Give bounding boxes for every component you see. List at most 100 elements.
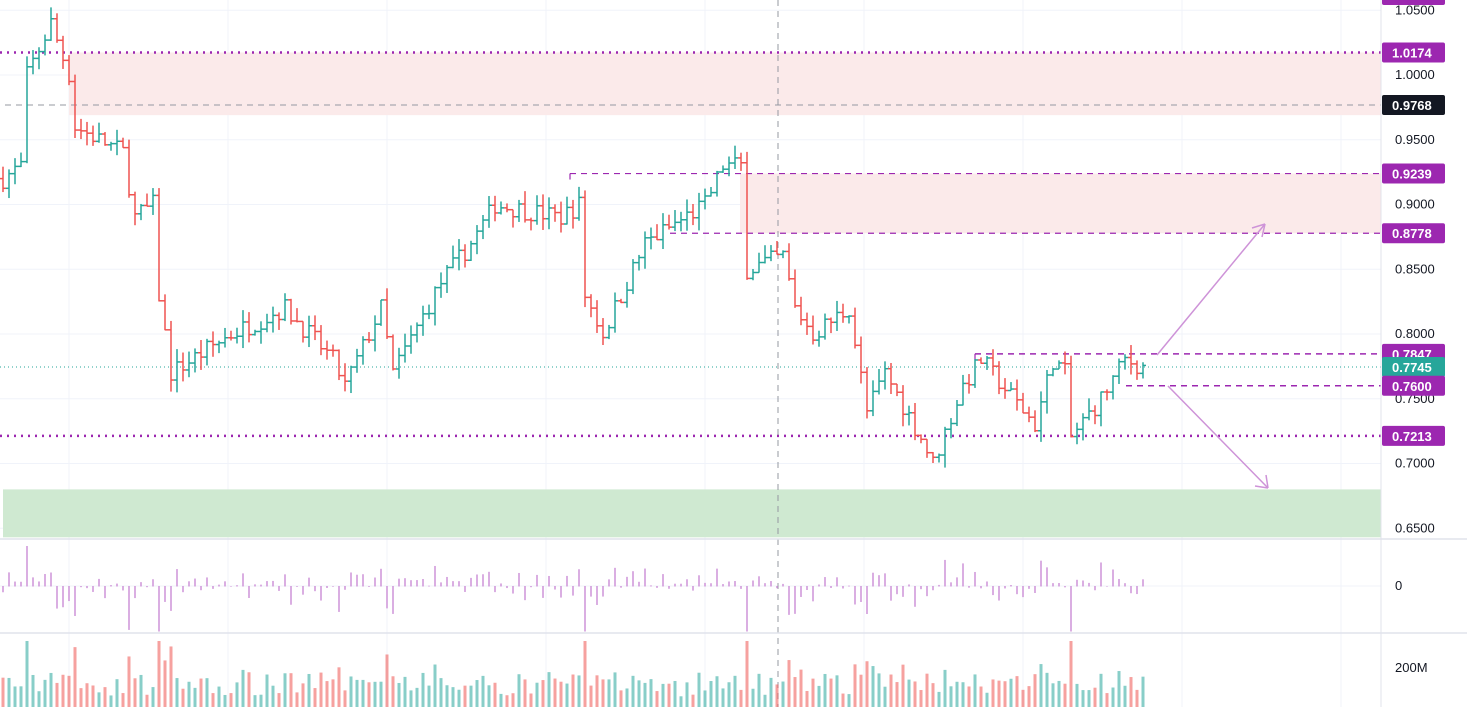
oscillator-bar — [578, 569, 580, 587]
volume-bar — [115, 679, 119, 707]
volume-bar — [799, 669, 803, 707]
oscillator-bar — [248, 586, 250, 598]
volume-bar — [697, 672, 701, 707]
volume-bar — [193, 687, 197, 707]
ohlc-bar — [474, 225, 480, 255]
price-tick-label: 0.7000 — [1395, 456, 1435, 471]
volume-bar — [595, 675, 599, 707]
ohlc-bar — [1140, 362, 1146, 379]
volume-bar — [541, 680, 545, 707]
ohlc-bar — [438, 272, 444, 298]
volume-bar — [127, 656, 131, 707]
volume-bar — [973, 674, 977, 707]
oscillator-bar — [422, 578, 424, 587]
oscillator-bar — [1028, 586, 1030, 589]
oscillator-bar — [1022, 586, 1024, 598]
volume-bar — [241, 669, 245, 707]
ohlc-bar — [6, 169, 12, 199]
ohlc-bar — [786, 243, 792, 281]
oscillator-bar — [1112, 569, 1114, 587]
ohlc-bar — [1110, 375, 1116, 400]
ohlc-bar — [990, 349, 996, 376]
ohlc-bar — [966, 374, 972, 394]
price-tag-0.7745: 0.7745 — [1382, 357, 1445, 378]
ohlc-bar — [324, 340, 330, 360]
ohlc-bar — [834, 300, 840, 331]
ohlc-bar — [378, 299, 384, 326]
oscillator-bar — [692, 586, 694, 591]
oscillator-bar — [650, 585, 652, 587]
volume-bar — [283, 673, 287, 707]
volume-bar — [217, 686, 221, 707]
oscillator-bar — [518, 572, 520, 587]
price-tick-label: 1.0000 — [1395, 67, 1435, 82]
volume-bar — [613, 672, 617, 707]
volume-bar — [853, 664, 857, 707]
volume-bar — [961, 682, 965, 707]
oscillator-bar — [140, 582, 142, 587]
ohlc-bar — [1032, 410, 1038, 433]
ohlc-bar — [24, 56, 30, 164]
ohlc-bar — [0, 166, 6, 193]
oscillator-bar — [476, 574, 478, 587]
volume-bar — [211, 693, 215, 707]
oscillator-bar — [824, 577, 826, 587]
volume-bar — [103, 687, 107, 707]
volume-bar — [997, 680, 1001, 707]
volume-bar — [505, 695, 509, 707]
ohlc-bar — [1002, 378, 1008, 399]
pane-separators[interactable] — [0, 538, 1467, 634]
volume-bar — [949, 686, 953, 707]
volume-bar — [487, 685, 491, 707]
ohlc-bar — [642, 231, 648, 269]
ohlc-bar — [822, 313, 828, 340]
volume-bar — [841, 693, 845, 707]
ohlc-bar — [12, 158, 18, 185]
zones — [3, 52, 1381, 538]
ohlc-bar — [192, 348, 198, 373]
oscillator-bar — [1064, 586, 1066, 588]
ohlc-bar — [1080, 413, 1086, 441]
oscillator-bar — [1142, 579, 1144, 587]
volume-bar — [979, 686, 983, 707]
price-bars — [0, 7, 1146, 468]
ohlc-bar — [30, 50, 36, 75]
drawing-lines[interactable] — [0, 0, 1381, 707]
oscillator-bar — [980, 586, 982, 589]
oscillator-bar — [620, 586, 622, 588]
ohlc-bar — [828, 317, 834, 334]
ohlc-bar — [444, 265, 450, 293]
oscillator-bar — [368, 586, 370, 587]
oscillator-bar — [14, 581, 16, 587]
price-tick-label: 1.0500 — [1395, 2, 1435, 17]
ohlc-bar — [246, 312, 252, 343]
price-tag-0.9239: 0.9239 — [1382, 163, 1445, 184]
volume-bar — [157, 641, 161, 707]
oscillator-bar — [1082, 580, 1084, 587]
ohlc-bar — [348, 365, 354, 394]
oscillator-bar — [932, 586, 934, 591]
volume-bar — [373, 681, 377, 707]
oscillator-bar — [56, 586, 58, 609]
volume-bar — [181, 688, 185, 707]
volume-bar — [1117, 671, 1121, 707]
volume-bar — [1129, 677, 1133, 707]
oscillator-bar — [122, 586, 124, 591]
ohlc-bar — [372, 315, 378, 352]
oscillator-bar — [956, 577, 958, 587]
ohlc-bar — [78, 118, 84, 140]
oscillator-bar — [254, 584, 256, 587]
oscillator-bar — [872, 572, 874, 587]
volume-bar — [1075, 683, 1079, 707]
ohlc-bar — [606, 324, 612, 340]
volume-bar — [481, 675, 485, 707]
oscillator-bar — [164, 586, 166, 602]
ohlc-bar — [846, 315, 852, 324]
oscillator-bar — [764, 583, 766, 587]
volume-bar — [331, 679, 335, 707]
volume-bar — [607, 679, 611, 707]
volume-bar — [559, 681, 563, 707]
price-tag-bg — [1382, 357, 1445, 378]
volume-bar — [439, 678, 443, 707]
